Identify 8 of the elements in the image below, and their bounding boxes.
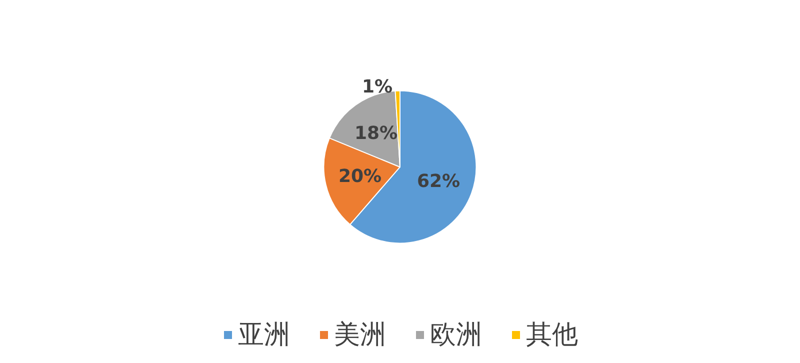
legend-label: 欧洲 [430, 320, 482, 350]
data-label: 1% [362, 76, 393, 98]
data-label: 20% [338, 166, 382, 187]
data-label: 62% [416, 170, 460, 192]
legend-label: 亚洲 [238, 320, 290, 350]
legend-label: 美洲 [334, 320, 386, 350]
legend-label: 其他 [526, 320, 578, 350]
data-label: 18% [354, 123, 398, 144]
